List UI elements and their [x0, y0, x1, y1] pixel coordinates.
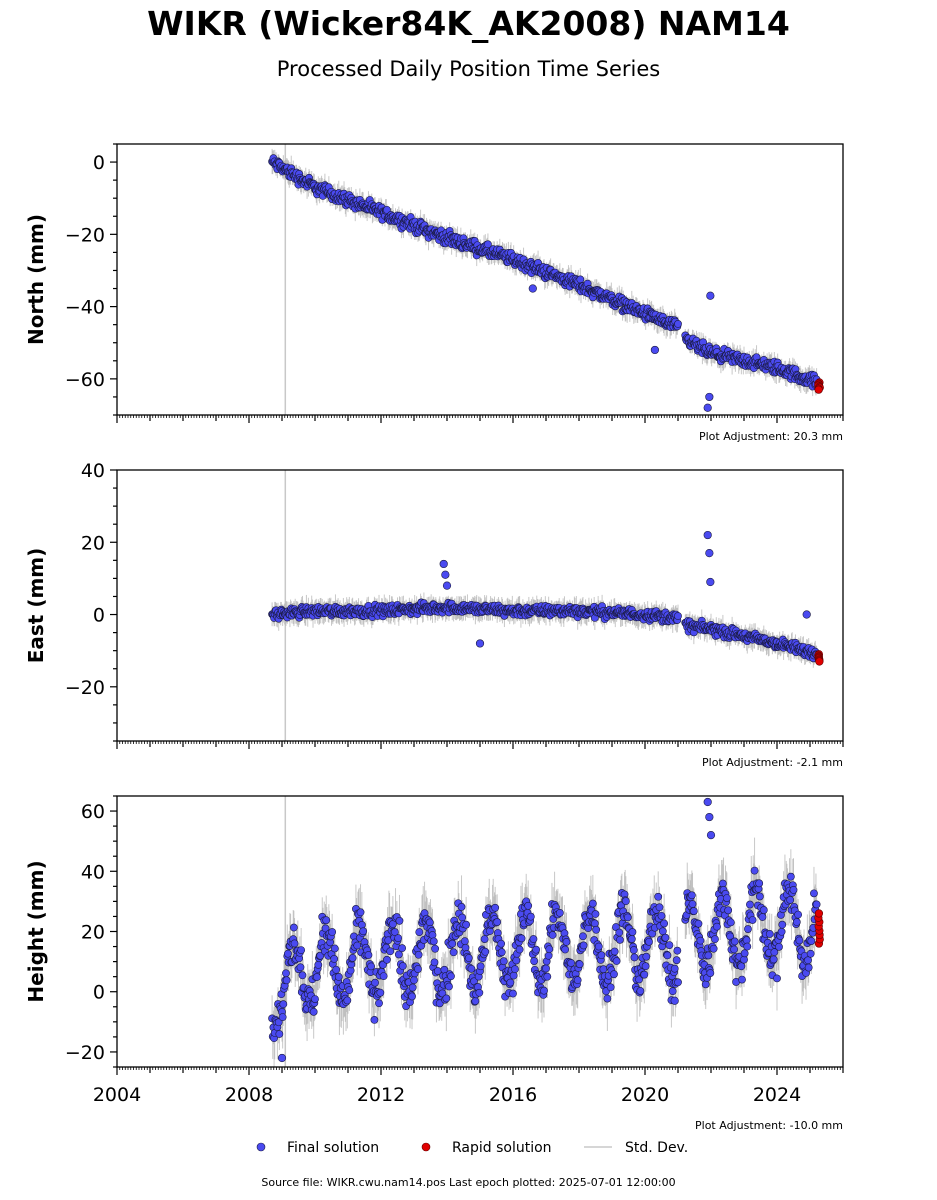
panel-north: 0 −20 −40 −60 North (mm) Plot Adjustment: 20.… [24, 143, 844, 443]
legend: Final solution Rapid solution Std. Dev. [256, 1140, 688, 1156]
outlier-point [802, 610, 811, 619]
outlier-point [703, 530, 712, 540]
y-tick-label: 0 [93, 605, 105, 627]
outlier-point [705, 812, 714, 822]
x-tick-label: 2024 [753, 1084, 801, 1106]
outlier-point [703, 403, 712, 412]
outlier-point [706, 577, 715, 587]
outlier-point [650, 345, 660, 355]
rapid-solution-points [814, 650, 824, 666]
outlier-point [528, 284, 537, 293]
y-tick-label: 0 [93, 982, 105, 1004]
plot-adjustment-label: Plot Adjustment: -2.1 mm [702, 756, 843, 769]
outlier-point [441, 570, 450, 579]
final-solution-points [268, 866, 821, 1043]
outlier-point [439, 559, 448, 569]
panel-east: 40 20 0 −20 East (mm) Plot Adjustment: -2.1 m… [24, 460, 844, 769]
outlier-point [706, 831, 716, 840]
x-tick-label: 2016 [489, 1084, 537, 1106]
legend-rapid-marker [421, 1142, 431, 1152]
final-solution-points [268, 154, 821, 391]
plot-adjustment-label: Plot Adjustment: 20.3 mm [699, 430, 843, 443]
rapid-solution-points [814, 909, 824, 948]
y-tick-label: −20 [65, 224, 105, 246]
final-solution-points [268, 598, 821, 663]
y-tick-label: −20 [65, 1042, 105, 1064]
y-tick-label: −60 [65, 369, 105, 391]
x-tick-label: 2012 [357, 1084, 405, 1106]
legend-label: Final solution [287, 1140, 379, 1156]
y-axis-label: East (mm) [24, 548, 48, 664]
panel-height: 60 40 20 0 −20 Height (mm) 2004 2008 2012 2016 202… [24, 795, 844, 1132]
y-tick-label: 40 [81, 861, 105, 883]
x-tick-label: 2008 [225, 1084, 273, 1106]
y-tick-label: 20 [81, 922, 105, 944]
outlier-point [442, 581, 452, 590]
outlier-point [705, 392, 714, 402]
y-tick-label: 20 [81, 532, 105, 554]
plot-adjustment-label: Plot Adjustment: -10.0 mm [695, 1119, 843, 1132]
plot-area [268, 470, 824, 741]
plot-area [268, 796, 824, 1067]
outlier-point [703, 797, 712, 807]
y-tick-label: 0 [93, 152, 105, 174]
legend-final-marker [256, 1142, 266, 1152]
outlier-point [277, 1053, 287, 1063]
y-tick-label: 60 [81, 801, 105, 823]
y-axis-label: Height (mm) [24, 860, 48, 1002]
y-tick-label: 40 [81, 460, 105, 482]
outlier-point [705, 549, 714, 558]
outlier-point [475, 639, 485, 648]
rapid-solution-points [814, 378, 824, 394]
axes-frame [116, 143, 844, 416]
chart-title: WIKR (Wicker84K_AK2008) NAM14 [147, 4, 790, 43]
plot-area [268, 144, 824, 415]
y-axis-label: North (mm) [24, 214, 48, 345]
x-tick-label: 2004 [93, 1084, 141, 1106]
source-line: Source file: WIKR.cwu.nam14.pos Last epo… [261, 1176, 676, 1189]
chart-subtitle: Processed Daily Position Time Series [276, 57, 661, 81]
outlier-point [670, 996, 679, 1005]
y-tick-label: −40 [65, 297, 105, 319]
outlier-point [706, 291, 715, 300]
y-tick-label: −20 [65, 677, 105, 699]
legend-label: Std. Dev. [625, 1140, 688, 1156]
x-tick-label: 2020 [621, 1084, 669, 1106]
legend-label: Rapid solution [452, 1140, 552, 1156]
